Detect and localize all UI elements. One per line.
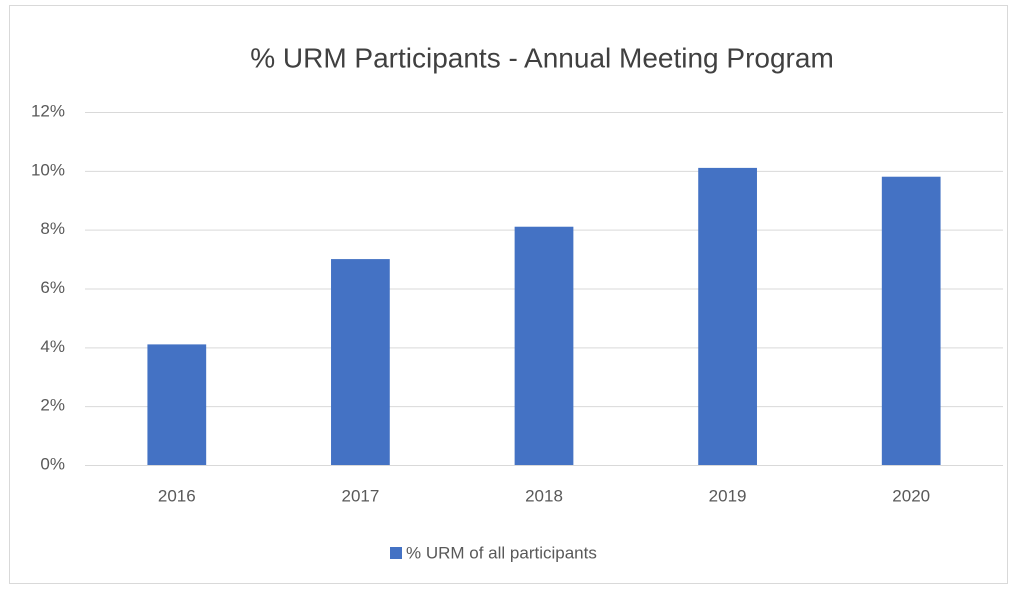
bar [514, 226, 574, 465]
legend-label: % URM of all participants [406, 543, 597, 562]
y-tick-label: 10% [31, 160, 65, 179]
y-tick-label: 12% [31, 101, 65, 120]
y-tick-label: 8% [40, 219, 65, 238]
chart-title: % URM Participants - Annual Meeting Prog… [250, 42, 834, 73]
bar [331, 259, 390, 465]
bar [698, 167, 757, 465]
y-tick-label: 2% [40, 396, 65, 415]
x-tick-label: 2020 [892, 486, 930, 505]
y-tick-label: 6% [40, 278, 65, 297]
bar [881, 176, 941, 465]
x-tick-label: 2019 [709, 486, 747, 505]
bar [147, 344, 207, 465]
x-tick-label: 2016 [158, 486, 196, 505]
y-tick-label: 0% [40, 454, 65, 473]
chart-border [9, 5, 1008, 584]
legend-swatch [390, 547, 402, 559]
x-tick-label: 2017 [341, 486, 379, 505]
y-tick-label: 4% [40, 337, 65, 356]
x-tick-label: 2018 [525, 486, 563, 505]
